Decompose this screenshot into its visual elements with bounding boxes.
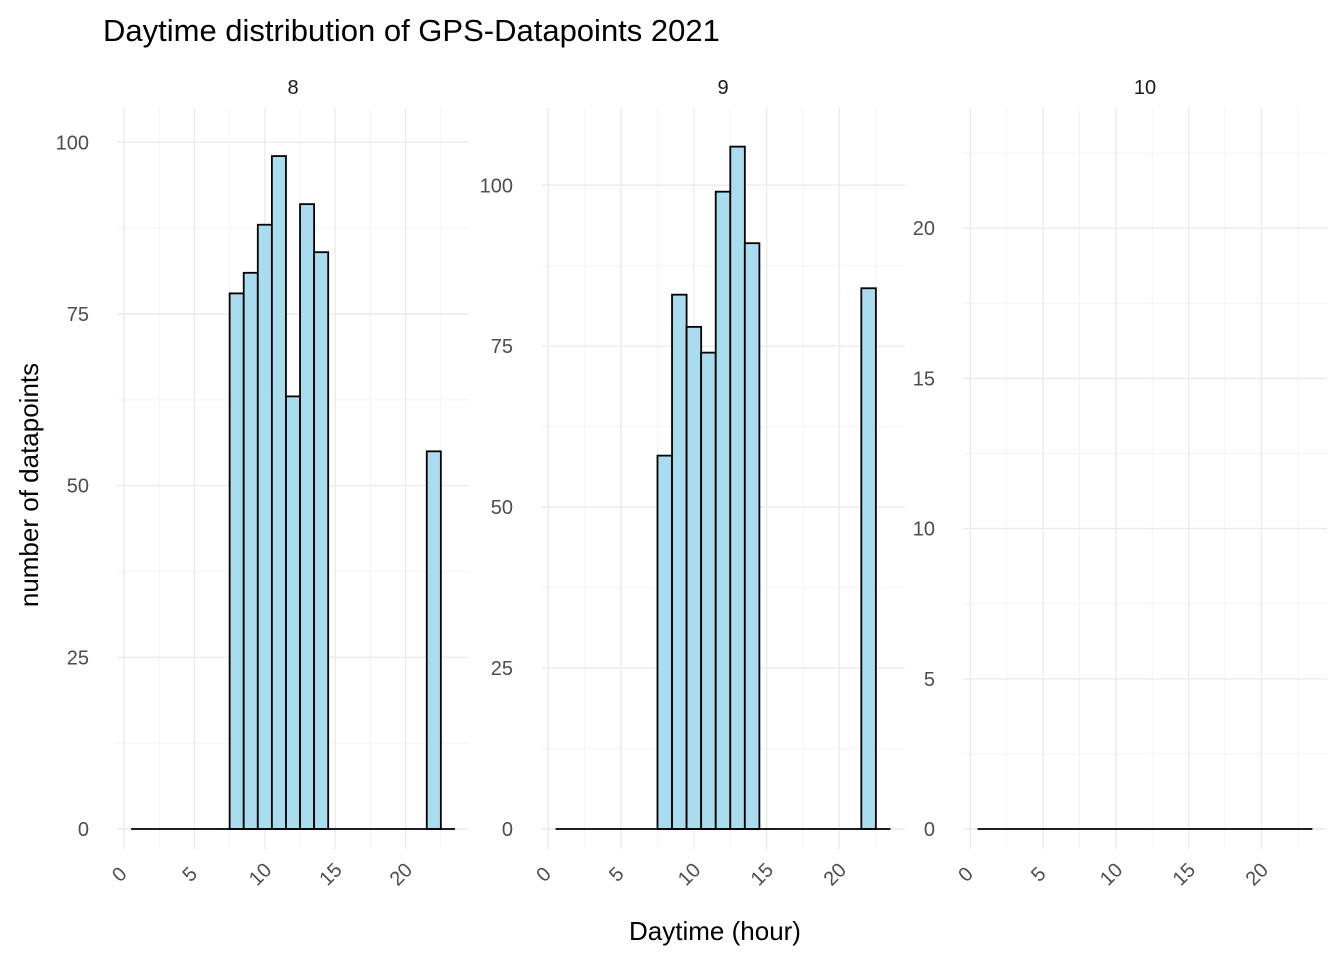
histogram-bar	[228, 292, 245, 830]
y-tick-label: 75	[67, 304, 89, 326]
x-tick-label: 0	[108, 863, 131, 886]
facet-strip-label: 10	[1134, 77, 1156, 99]
x-tick-label: 5	[178, 863, 201, 886]
facet-panel-9: 0 25 50 75 100 0 5 10 15 20 9	[480, 77, 905, 890]
y-tick-label: 15	[913, 368, 935, 390]
x-tick-label: 20	[386, 859, 417, 890]
y-tick-label: 5	[924, 669, 935, 691]
x-tick-label: 20	[820, 859, 851, 890]
histogram-bar	[242, 271, 259, 830]
histogram-bar	[860, 287, 877, 830]
y-tick-label: 0	[502, 819, 513, 841]
x-tick-label: 10	[245, 859, 276, 890]
y-tick-label: 75	[491, 336, 513, 358]
facet-panel-8: 0 25 50 75 100 0 5 10 15 20 8	[56, 77, 469, 890]
x-tick-label: 20	[1242, 859, 1273, 890]
chart-title: Daytime distribution of GPS-Datapoints 2…	[103, 13, 720, 48]
histogram-bar	[685, 325, 703, 830]
y-tick-label: 25	[491, 658, 513, 680]
x-tick-label: 0	[954, 863, 977, 886]
y-tick-label: 25	[67, 647, 89, 669]
x-tick-label: 5	[605, 863, 628, 886]
histogram-bar	[700, 351, 717, 830]
histogram-bar	[256, 223, 273, 830]
x-tick-label: 5	[1027, 863, 1050, 886]
y-tick-label: 50	[491, 497, 513, 519]
y-tick-label: 100	[480, 175, 513, 197]
x-tick-label: 15	[315, 859, 346, 890]
x-tick-label: 0	[532, 863, 555, 886]
x-axis-title: Daytime (hour)	[629, 916, 801, 946]
facet-panel-10: 0 5 10 15 20 0 5 10 15 20 10	[913, 77, 1327, 890]
x-tick-label: 15	[1169, 859, 1200, 890]
histogram-bar	[729, 145, 746, 830]
y-tick-label: 10	[913, 519, 935, 541]
y-axis-title: number of datapoints	[14, 363, 44, 607]
y-tick-label: 0	[78, 819, 89, 841]
histogram-bar	[656, 454, 673, 830]
y-tick-label: 50	[67, 476, 89, 498]
x-tick-label: 15	[747, 859, 778, 890]
facet-strip-label: 8	[287, 77, 298, 99]
y-tick-label: 20	[913, 218, 935, 240]
histogram-bar	[313, 251, 330, 830]
x-tick-label: 10	[1096, 859, 1127, 890]
y-tick-label: 0	[924, 819, 935, 841]
facet-strip-label: 9	[717, 77, 728, 99]
histogram-bar	[714, 190, 732, 830]
histogram-bar	[671, 293, 688, 830]
histogram-bar	[299, 203, 316, 830]
histogram-bar	[743, 242, 761, 830]
histogram-bar	[270, 155, 287, 830]
histogram-bar	[425, 450, 442, 830]
y-tick-label: 100	[56, 132, 89, 154]
x-tick-label: 10	[674, 859, 705, 890]
histogram-bar	[285, 395, 301, 830]
